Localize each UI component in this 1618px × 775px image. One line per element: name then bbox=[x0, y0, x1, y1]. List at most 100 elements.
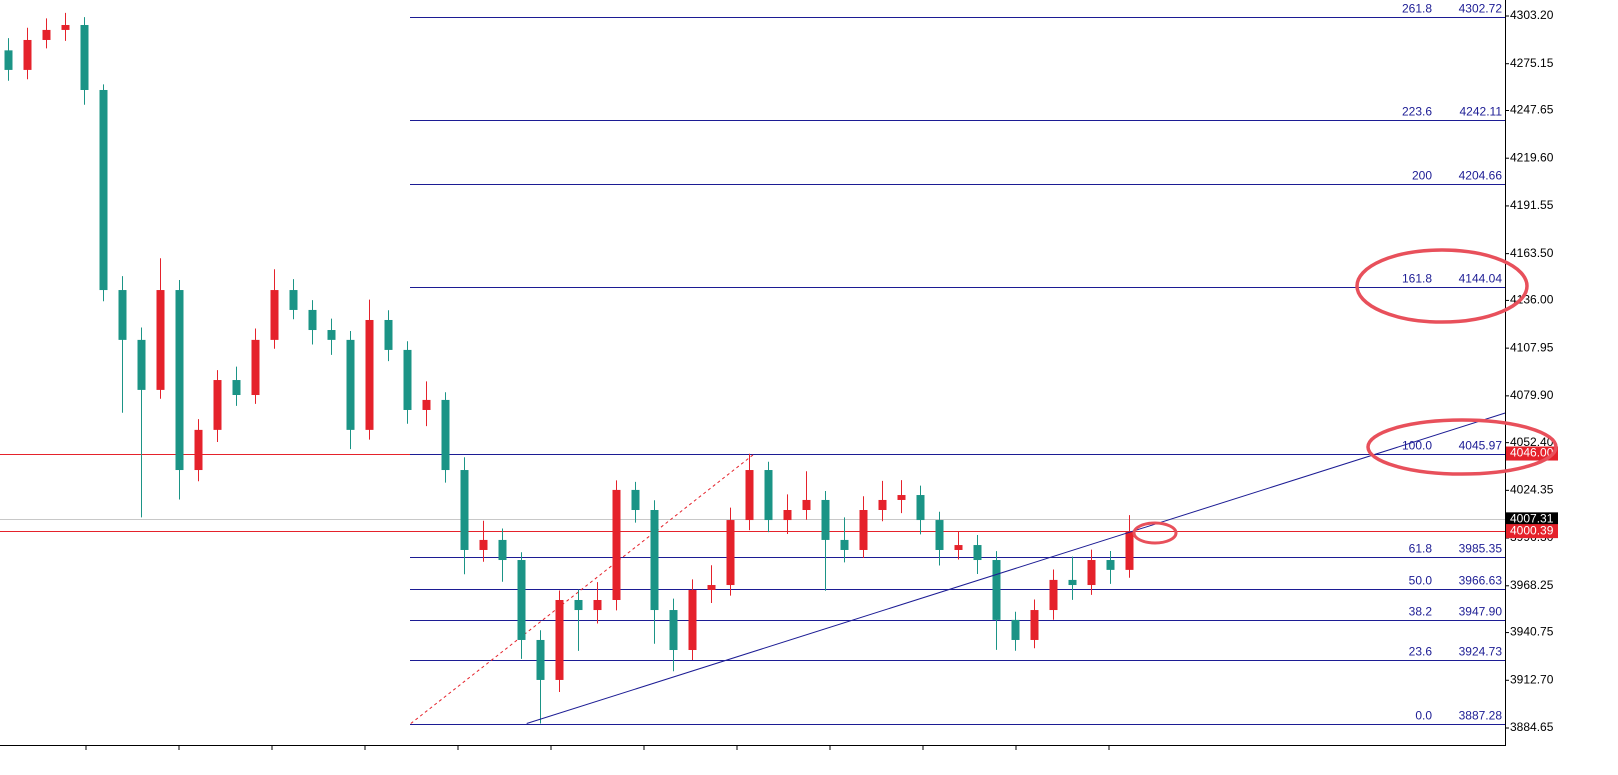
candle-body bbox=[327, 330, 336, 340]
candle-body bbox=[403, 349, 412, 410]
fib-price: 3924.73 bbox=[1459, 645, 1503, 659]
candle-body bbox=[764, 470, 773, 521]
candle-body bbox=[1106, 560, 1115, 570]
highlight-ellipse bbox=[1355, 248, 1529, 324]
candle-body bbox=[802, 499, 811, 511]
candle-body bbox=[42, 29, 51, 40]
fib-ratio: 38.2 bbox=[1409, 605, 1433, 619]
candle-body bbox=[631, 489, 640, 511]
candle-body bbox=[878, 499, 887, 511]
candle-body bbox=[650, 510, 659, 611]
candle-body bbox=[688, 589, 697, 651]
fib-ratio: 100.0 bbox=[1402, 439, 1432, 453]
candle-body bbox=[935, 520, 944, 550]
fib-price: 4144.04 bbox=[1459, 272, 1503, 286]
candle-body bbox=[365, 319, 374, 430]
candle-body bbox=[308, 309, 317, 331]
y-tick-label: 4079.90 bbox=[1510, 388, 1554, 402]
candle-body bbox=[232, 380, 241, 396]
candle-body bbox=[1011, 619, 1020, 640]
trendline bbox=[526, 412, 1506, 725]
candle-body bbox=[80, 25, 89, 90]
candle-body bbox=[1087, 560, 1096, 586]
candle-body bbox=[783, 510, 792, 521]
y-tick-label: 4136.00 bbox=[1510, 293, 1554, 307]
candle-body bbox=[137, 339, 146, 390]
candle-body bbox=[954, 545, 963, 550]
y-tick-label: 3940.75 bbox=[1510, 625, 1554, 639]
candle-body bbox=[840, 539, 849, 550]
candle-body bbox=[859, 510, 868, 550]
candle-body bbox=[897, 495, 906, 500]
candle-body bbox=[289, 290, 298, 310]
y-tick-label: 3884.65 bbox=[1510, 720, 1554, 734]
fib-anchor-line bbox=[410, 453, 756, 724]
price-box bbox=[1506, 524, 1558, 539]
highlight-ellipse bbox=[1132, 521, 1178, 545]
y-tick-label: 4052.40 bbox=[1510, 435, 1554, 449]
candle-body bbox=[1068, 579, 1077, 586]
price-box-label: 4007.31 bbox=[1510, 512, 1554, 526]
fib-price: 3887.28 bbox=[1459, 709, 1503, 723]
candle-body bbox=[973, 545, 982, 561]
candle-body bbox=[916, 495, 925, 521]
fib-price: 4045.97 bbox=[1459, 439, 1503, 453]
candle-body bbox=[593, 599, 602, 611]
price-box-label: 4000.39 bbox=[1510, 523, 1554, 537]
fib-ratio: 61.8 bbox=[1409, 542, 1433, 556]
y-tick-label: 4247.65 bbox=[1510, 103, 1554, 117]
candle-body bbox=[270, 290, 279, 340]
price-box bbox=[1506, 512, 1558, 527]
y-tick-label: 4219.60 bbox=[1510, 150, 1554, 164]
candle-body bbox=[574, 599, 583, 611]
candle-body bbox=[498, 539, 507, 561]
candle-body bbox=[23, 39, 32, 70]
candle-body bbox=[156, 290, 165, 390]
y-tick-label: 4303.20 bbox=[1510, 8, 1554, 22]
candle-body bbox=[479, 539, 488, 550]
y-tick-label: 3912.70 bbox=[1510, 672, 1554, 686]
fib-ratio: 161.8 bbox=[1402, 272, 1432, 286]
candle-body bbox=[213, 380, 222, 430]
candle-body bbox=[612, 489, 621, 600]
fib-price: 3947.90 bbox=[1459, 605, 1503, 619]
candle-body bbox=[4, 50, 13, 70]
candle-body bbox=[745, 470, 754, 521]
y-tick-label: 3968.25 bbox=[1510, 578, 1554, 592]
candle-body bbox=[517, 560, 526, 640]
candle-body bbox=[555, 599, 564, 680]
candle-body bbox=[384, 319, 393, 350]
candle-body bbox=[99, 89, 108, 291]
fib-price: 3966.63 bbox=[1459, 574, 1503, 588]
y-tick-label: 4024.35 bbox=[1510, 483, 1554, 497]
fib-ratio: 0.0 bbox=[1415, 709, 1432, 723]
candle-body bbox=[1049, 579, 1058, 611]
candle-body bbox=[707, 585, 716, 590]
price-box bbox=[1506, 446, 1558, 461]
candle-body bbox=[251, 339, 260, 396]
candle-body bbox=[992, 560, 1001, 620]
fib-ratio: 261.8 bbox=[1402, 2, 1432, 16]
y-tick-label: 4163.50 bbox=[1510, 246, 1554, 260]
y-tick-label: 4191.55 bbox=[1510, 198, 1554, 212]
candle-body bbox=[118, 290, 127, 340]
candle-body bbox=[536, 639, 545, 680]
price-box-label: 4046.00 bbox=[1510, 446, 1554, 460]
fib-ratio: 23.6 bbox=[1409, 645, 1433, 659]
fib-ratio: 223.6 bbox=[1402, 105, 1432, 119]
fib-ratio: 200 bbox=[1412, 169, 1432, 183]
candle-body bbox=[1125, 531, 1134, 570]
fib-price: 4302.72 bbox=[1459, 2, 1503, 16]
candle-body bbox=[726, 520, 735, 586]
fib-price: 4204.66 bbox=[1459, 169, 1503, 183]
candle-body bbox=[441, 399, 450, 471]
candle-body bbox=[460, 470, 469, 550]
fib-price: 4242.11 bbox=[1460, 105, 1503, 119]
candle-body bbox=[175, 290, 184, 471]
candle-body bbox=[61, 25, 70, 30]
candle-body bbox=[1030, 610, 1039, 640]
y-tick-label: 4275.15 bbox=[1510, 56, 1554, 70]
candle-body bbox=[821, 499, 830, 540]
